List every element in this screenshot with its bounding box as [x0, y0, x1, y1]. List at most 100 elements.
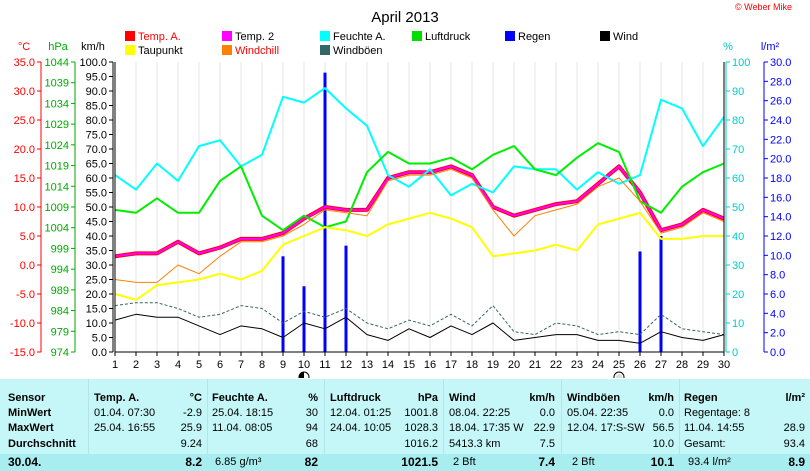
header-temp: Temp. A. — [94, 392, 140, 404]
current-date: 30.04. — [8, 455, 42, 469]
humidity-tick-label: 20 — [732, 289, 744, 301]
pressure-tick-label: 984 — [51, 306, 69, 318]
day-label: 15 — [403, 359, 415, 371]
legend-item: Windchill — [222, 45, 279, 58]
wind-tick-label: 0.0 — [92, 347, 107, 359]
wind-tick-label: 5.0 — [92, 333, 107, 345]
day-label: 16 — [424, 359, 436, 371]
series-lines — [114, 87, 725, 344]
legend-swatch — [125, 31, 135, 42]
copyright: © Weber Mike — [735, 2, 792, 12]
avg-label: Durchschnitt — [8, 438, 76, 450]
max-temp-value: 25.9 — [180, 422, 202, 434]
pressure-tick-label: 1034 — [45, 98, 69, 110]
max-gust-date: 12.04. 17:S-SW — [567, 422, 645, 434]
wind-axis-unit: km/h — [81, 41, 105, 53]
pressure-tick-label: 999 — [51, 243, 69, 255]
rain-bar — [302, 286, 306, 352]
humidity-tick-label: 90 — [732, 86, 744, 98]
temp-axis: 35.0 30.0 25.0 20.0 15.0 10.0 5.0 0.0 -5.0 -10.0 -… — [10, 57, 42, 359]
day-label: 19 — [487, 359, 499, 371]
max-wind-date: 18.04. 17:35 W — [449, 422, 524, 434]
pressure-tick-label: 1014 — [45, 181, 69, 193]
min-gust-date: 05.04. 22:35 — [567, 407, 629, 419]
current-temp-value: 8.2 — [185, 455, 202, 469]
rain-tick-label: 20.0 — [770, 154, 791, 166]
stats-min-row: MinWert 01.04. 07:30 -2.9 25.04. 18:15 3… — [0, 406, 810, 421]
rain-tick-label: 0.0 — [770, 347, 785, 359]
header-humidity-unit: % — [308, 392, 318, 404]
pressure-axis: 1044 1039 1034 1029 1024 1019 1014 1009 1004 999 9… — [45, 57, 76, 359]
temp-tick-label: 35.0 — [14, 57, 35, 69]
day-label: 23 — [571, 359, 583, 371]
max-pressure-date: 24.04. 10:05 — [330, 422, 392, 434]
rain-bar — [638, 251, 642, 352]
day-label: 4 — [175, 359, 181, 371]
day-axis: 1 2 3 4 5 6 7 8 9 10 11 12 13 14 15 16 17 18 19 20 21 22 23 24 2… — [112, 352, 730, 371]
stats-max-row: MaxWert 25.04. 16:55 25.9 11.04. 08:05 9… — [0, 421, 810, 436]
current-pressure-value: 1021.5 — [401, 455, 438, 469]
header-gust-unit: km/h — [648, 392, 674, 404]
rain-tick-label: 30.0 — [770, 57, 791, 69]
rain-tick-label: 14.0 — [770, 212, 791, 224]
legend-swatch — [320, 31, 330, 42]
moon-shade — [616, 374, 622, 378]
humidity-tick-label: 30 — [732, 260, 744, 272]
min-label: MinWert — [8, 407, 52, 419]
min-pressure-value: 1001.8 — [404, 407, 438, 419]
rain-tick-label: 10.0 — [770, 250, 791, 262]
min-humidity-value: 30 — [305, 407, 318, 419]
legend-label: Temp. 2 — [235, 31, 275, 43]
rain-tick-label: 16.0 — [770, 192, 791, 204]
max-rain-date: 11.04. 14:55 — [684, 422, 745, 434]
humidity-tick-label: 100 — [732, 57, 750, 69]
legend-swatch — [125, 45, 135, 56]
day-label: 9 — [280, 359, 286, 371]
pressure-tick-label: 1009 — [45, 202, 69, 214]
weather-chart: April 2013 35.030.025.020.015.010.05.00.… — [10, 9, 791, 378]
header-wind: Wind — [449, 392, 476, 404]
current-rain-value: 8.9 — [788, 455, 805, 469]
rain-axis-unit: l/m² — [761, 41, 780, 53]
avg-wind-value: 7.5 — [539, 438, 555, 450]
pressure-tick-label: 1004 — [45, 223, 69, 235]
current-humidity-value: 82 — [304, 455, 318, 469]
pressure-tick-label: 1024 — [45, 140, 69, 152]
legend-item: Windböen — [320, 45, 383, 58]
day-label: 8 — [259, 359, 265, 371]
series-line-luftdruck — [114, 142, 725, 232]
temp-tick-label: 10.0 — [14, 202, 35, 214]
temp-tick-label: -5.0 — [16, 289, 35, 301]
chart-title: April 2013 — [371, 9, 439, 26]
current-gust-value: 10.1 — [650, 455, 674, 469]
wind-axis: 100.0 95.0 90.0 85.0 80.0 75.0 70.0 65.0 60.0 55.… — [79, 57, 114, 359]
day-label: 20 — [508, 359, 520, 371]
wind-tick-label: 20.0 — [86, 289, 107, 301]
rain-tick-label: 6.0 — [770, 289, 785, 301]
wind-tick-label: 25.0 — [86, 275, 107, 287]
max-gust-value: 56.5 — [652, 422, 674, 434]
wind-tick-label: 45.0 — [86, 217, 107, 229]
avg-pressure-value: 1016.2 — [404, 438, 438, 450]
current-abs-humidity: 6.85 g/m³ — [215, 456, 262, 468]
wind-tick-label: 55.0 — [86, 188, 107, 200]
max-humidity-date: 11.04. 08:05 — [212, 422, 273, 434]
day-label: 12 — [340, 359, 352, 371]
rain-total-label: Gesamt: — [684, 438, 726, 450]
wind-tick-label: 75.0 — [86, 130, 107, 142]
pressure-tick-label: 989 — [51, 285, 69, 297]
rain-tick-label: 12.0 — [770, 231, 791, 243]
avg-temp-value: 9.24 — [180, 438, 202, 450]
moon-phases — [298, 371, 625, 378]
pressure-tick-label: 1019 — [45, 161, 69, 173]
rain-tick-label: 18.0 — [770, 173, 791, 185]
max-temp-date: 25.04. 16:55 — [94, 422, 156, 434]
wind-tick-label: 100.0 — [79, 57, 107, 69]
day-label: 13 — [361, 359, 373, 371]
stats-avg-row: Durchschnitt 9.24 68 1016.2 5413.3 km 7.… — [0, 437, 810, 452]
header-pressure-unit: hPa — [417, 392, 438, 404]
rain-bars — [281, 72, 663, 352]
current-rain-total: 93.4 l/m² — [688, 456, 731, 468]
temp-axis-unit: °C — [18, 41, 30, 53]
